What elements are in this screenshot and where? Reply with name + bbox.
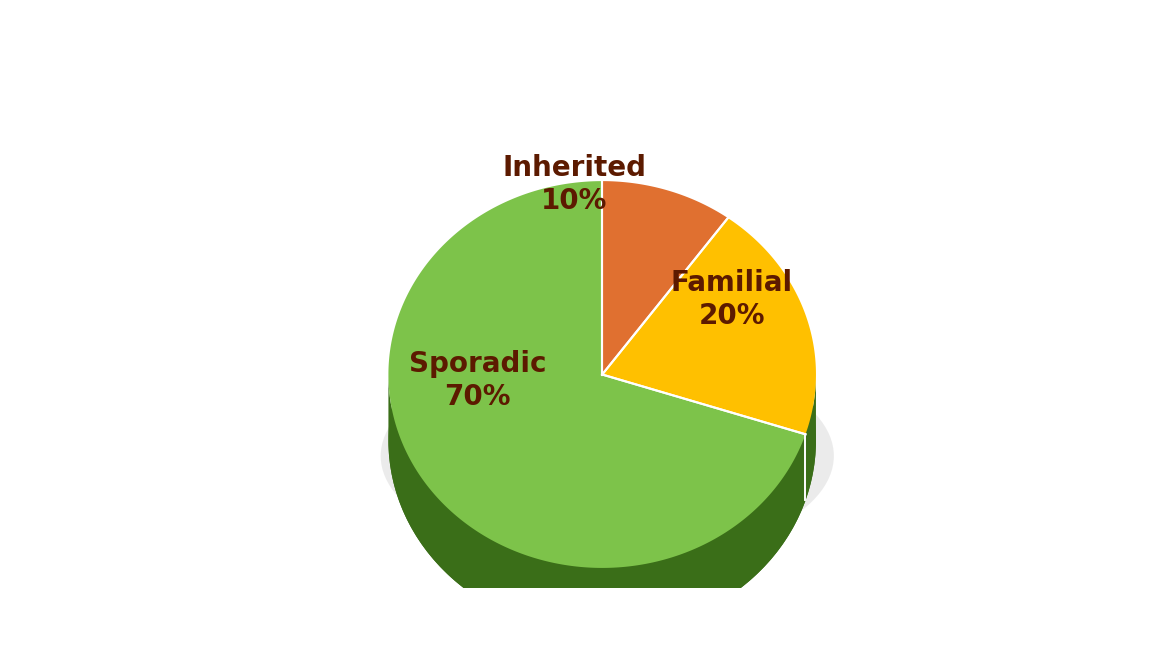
Ellipse shape xyxy=(381,350,834,563)
Text: Inherited: Inherited xyxy=(502,155,646,182)
Polygon shape xyxy=(602,181,727,375)
Text: 70%: 70% xyxy=(444,383,511,411)
Text: 20%: 20% xyxy=(699,302,765,330)
Polygon shape xyxy=(602,218,815,434)
Text: Familial: Familial xyxy=(671,269,793,297)
Text: 10%: 10% xyxy=(540,188,607,215)
Polygon shape xyxy=(389,181,806,568)
Ellipse shape xyxy=(389,247,815,634)
Polygon shape xyxy=(389,375,815,634)
Text: Sporadic: Sporadic xyxy=(409,350,546,378)
